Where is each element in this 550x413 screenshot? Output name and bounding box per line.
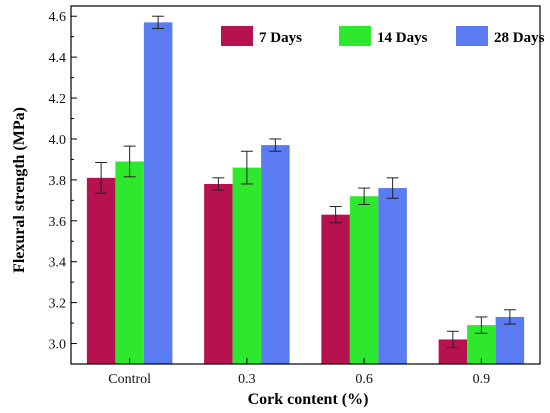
- bar-28-days-0-3: [261, 145, 290, 364]
- y-tick-label: 3.6: [49, 215, 67, 230]
- error-bar-28-days-0-6: [386, 177, 399, 199]
- error-bar-28-days-0-3: [269, 138, 282, 152]
- bar-14-days-0-3: [232, 167, 262, 364]
- y-tick-label: 4.4: [49, 51, 67, 66]
- legend-swatch-28-days: [456, 26, 488, 46]
- legend-swatch-7-days: [221, 26, 253, 46]
- bar-28-days-0-6: [378, 188, 407, 364]
- x-tick-label: Control: [108, 372, 151, 387]
- error-bar-28-days-control: [152, 15, 165, 30]
- y-tick-label: 3.2: [49, 297, 67, 312]
- error-bars-layer: [95, 15, 516, 349]
- x-axis-title: Cork content (%): [248, 391, 369, 408]
- error-bar-14-days-0-9: [475, 316, 488, 334]
- x-tick-label: 0.3: [238, 372, 256, 387]
- error-bar-7-days-0-3: [212, 177, 225, 191]
- legend-label-28-days: 28 Days: [494, 30, 545, 46]
- error-bar-14-days-control: [123, 145, 136, 178]
- y-tick-label: 4.2: [49, 92, 67, 107]
- legend-label-14-days: 14 Days: [377, 30, 428, 46]
- bar-7-days-0-6: [321, 214, 350, 364]
- y-tick-label: 3.0: [49, 338, 67, 353]
- error-bar-14-days-0-3: [240, 150, 253, 185]
- legend: 7 Days 14 Days 28 Days: [221, 26, 545, 46]
- x-tick-label: 0.6: [355, 372, 373, 387]
- bar-7-days-0-3: [204, 183, 233, 364]
- y-tick-label: 4.0: [49, 133, 67, 148]
- error-bar-7-days-0-6: [329, 205, 342, 224]
- ticks-layer: 3.0 3.2 3.4 3.6 3.8 4.0 4.2 4.4 4.6 Control 0.3 0.6…: [49, 10, 491, 387]
- bars-layer: [86, 22, 525, 365]
- legend-swatch-14-days: [339, 26, 371, 46]
- bar-7-days-control: [86, 177, 116, 364]
- error-bar-7-days-0-9: [446, 330, 459, 349]
- bar-14-days-0-6: [349, 196, 379, 364]
- error-bar-28-days-0-9: [503, 309, 516, 325]
- bar-28-days-0-9: [495, 316, 525, 364]
- error-bar-14-days-0-6: [358, 187, 371, 205]
- y-tick-label: 4.6: [49, 10, 67, 25]
- error-bar-7-days-control: [95, 161, 108, 194]
- legend-label-7-days: 7 Days: [259, 30, 302, 46]
- x-tick-label: 0.9: [473, 372, 491, 387]
- bar-14-days-control: [115, 161, 144, 364]
- y-tick-label: 3.8: [49, 174, 67, 189]
- plot-frame: [70, 5, 541, 365]
- axes-layer: [70, 5, 541, 365]
- y-axis-title: Flexural strength (MPa): [11, 107, 28, 273]
- y-tick-label: 3.4: [49, 256, 67, 271]
- bar-28-days-control: [143, 22, 173, 365]
